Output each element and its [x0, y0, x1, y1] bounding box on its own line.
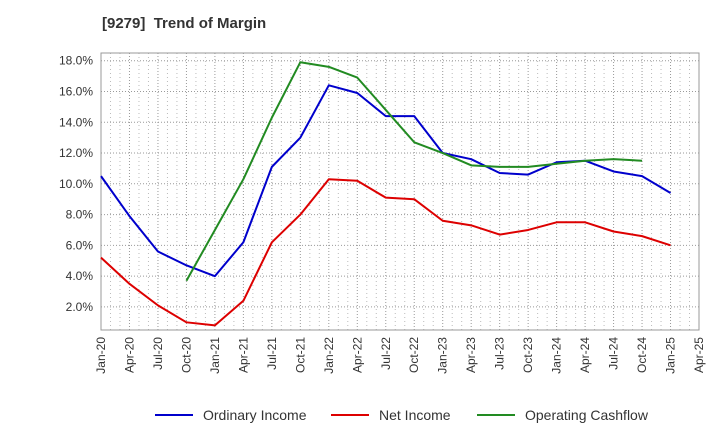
y-tick-label-14-0: 14.0%: [59, 115, 93, 129]
x-tick-label-apr-23: Apr-23: [464, 337, 478, 373]
series-line-net-income: [100, 178, 671, 327]
x-axis-tick-labels: Jan-20 Apr-20 Jul-20 Oct-20 Jan-21 Apr-21 Jul-…: [94, 337, 706, 374]
legend-label-operating-cashflow: Operating Cashflow: [525, 407, 648, 423]
x-tick-label-jul-23: Jul-23: [493, 337, 507, 370]
legend-swatch-net-income: [331, 414, 369, 416]
x-tick-label-apr-25: Apr-25: [692, 337, 706, 373]
x-tick-label-apr-20: Apr-20: [122, 337, 136, 373]
x-tick-label-jan-25: Jan-25: [664, 337, 678, 374]
x-tick-label-jan-24: Jan-24: [550, 337, 564, 374]
x-tick-label-apr-22: Apr-22: [350, 337, 364, 373]
y-tick-label-16-0: 16.0%: [59, 84, 93, 98]
x-tick-label-oct-23: Oct-23: [521, 337, 535, 373]
x-tick-label-jul-21: Jul-21: [265, 337, 279, 370]
x-tick-label-jul-20: Jul-20: [151, 337, 165, 370]
x-tick-label-jan-23: Jan-23: [436, 337, 450, 374]
x-tick-label-oct-24: Oct-24: [635, 337, 649, 373]
y-tick-label-18-0: 18.0%: [59, 54, 93, 68]
legend-item-net-income: Net Income: [331, 405, 451, 425]
legend-swatch-ordinary-income: [155, 414, 193, 416]
legend-label-net-income: Net Income: [379, 407, 451, 423]
legend: Ordinary Income Net Income Operating Cas…: [0, 405, 720, 425]
y-axis-tick-labels: 2.0% 4.0% 6.0% 8.0% 10.0% 12.0% 14.0% 16.0% 18.0…: [59, 54, 93, 314]
plot-area-frame: [100, 52, 700, 331]
gridlines: [101, 53, 699, 330]
x-tick-label-jan-20: Jan-20: [94, 337, 108, 374]
x-tick-label-jan-22: Jan-22: [322, 337, 336, 374]
x-tick-label-jul-22: Jul-22: [379, 337, 393, 370]
x-tick-label-jul-24: Jul-24: [607, 337, 621, 370]
legend-label-ordinary-income: Ordinary Income: [203, 407, 307, 423]
x-tick-label-oct-21: Oct-21: [293, 337, 307, 373]
y-tick-label-12-0: 12.0%: [59, 146, 93, 160]
y-tick-label-2-0: 2.0%: [66, 300, 94, 314]
series-lines: [100, 61, 672, 327]
legend-item-ordinary-income: Ordinary Income: [155, 405, 306, 425]
x-tick-label-oct-20: Oct-20: [179, 337, 193, 373]
x-tick-label-oct-22: Oct-22: [407, 337, 421, 373]
series-line-operating-cashflow: [185, 61, 643, 282]
x-tick-label-apr-24: Apr-24: [578, 337, 592, 373]
y-tick-label-10-0: 10.0%: [59, 177, 93, 191]
x-tick-label-apr-21: Apr-21: [236, 337, 250, 373]
legend-swatch-operating-cashflow: [477, 414, 515, 416]
legend-item-operating-cashflow: Operating Cashflow: [477, 405, 648, 425]
y-tick-label-8-0: 8.0%: [66, 208, 94, 222]
y-tick-label-6-0: 6.0%: [66, 238, 94, 252]
chart-title: [9279] Trend of Margin: [102, 15, 267, 32]
x-tick-label-jan-21: Jan-21: [208, 337, 222, 374]
y-tick-label-4-0: 4.0%: [66, 269, 94, 283]
